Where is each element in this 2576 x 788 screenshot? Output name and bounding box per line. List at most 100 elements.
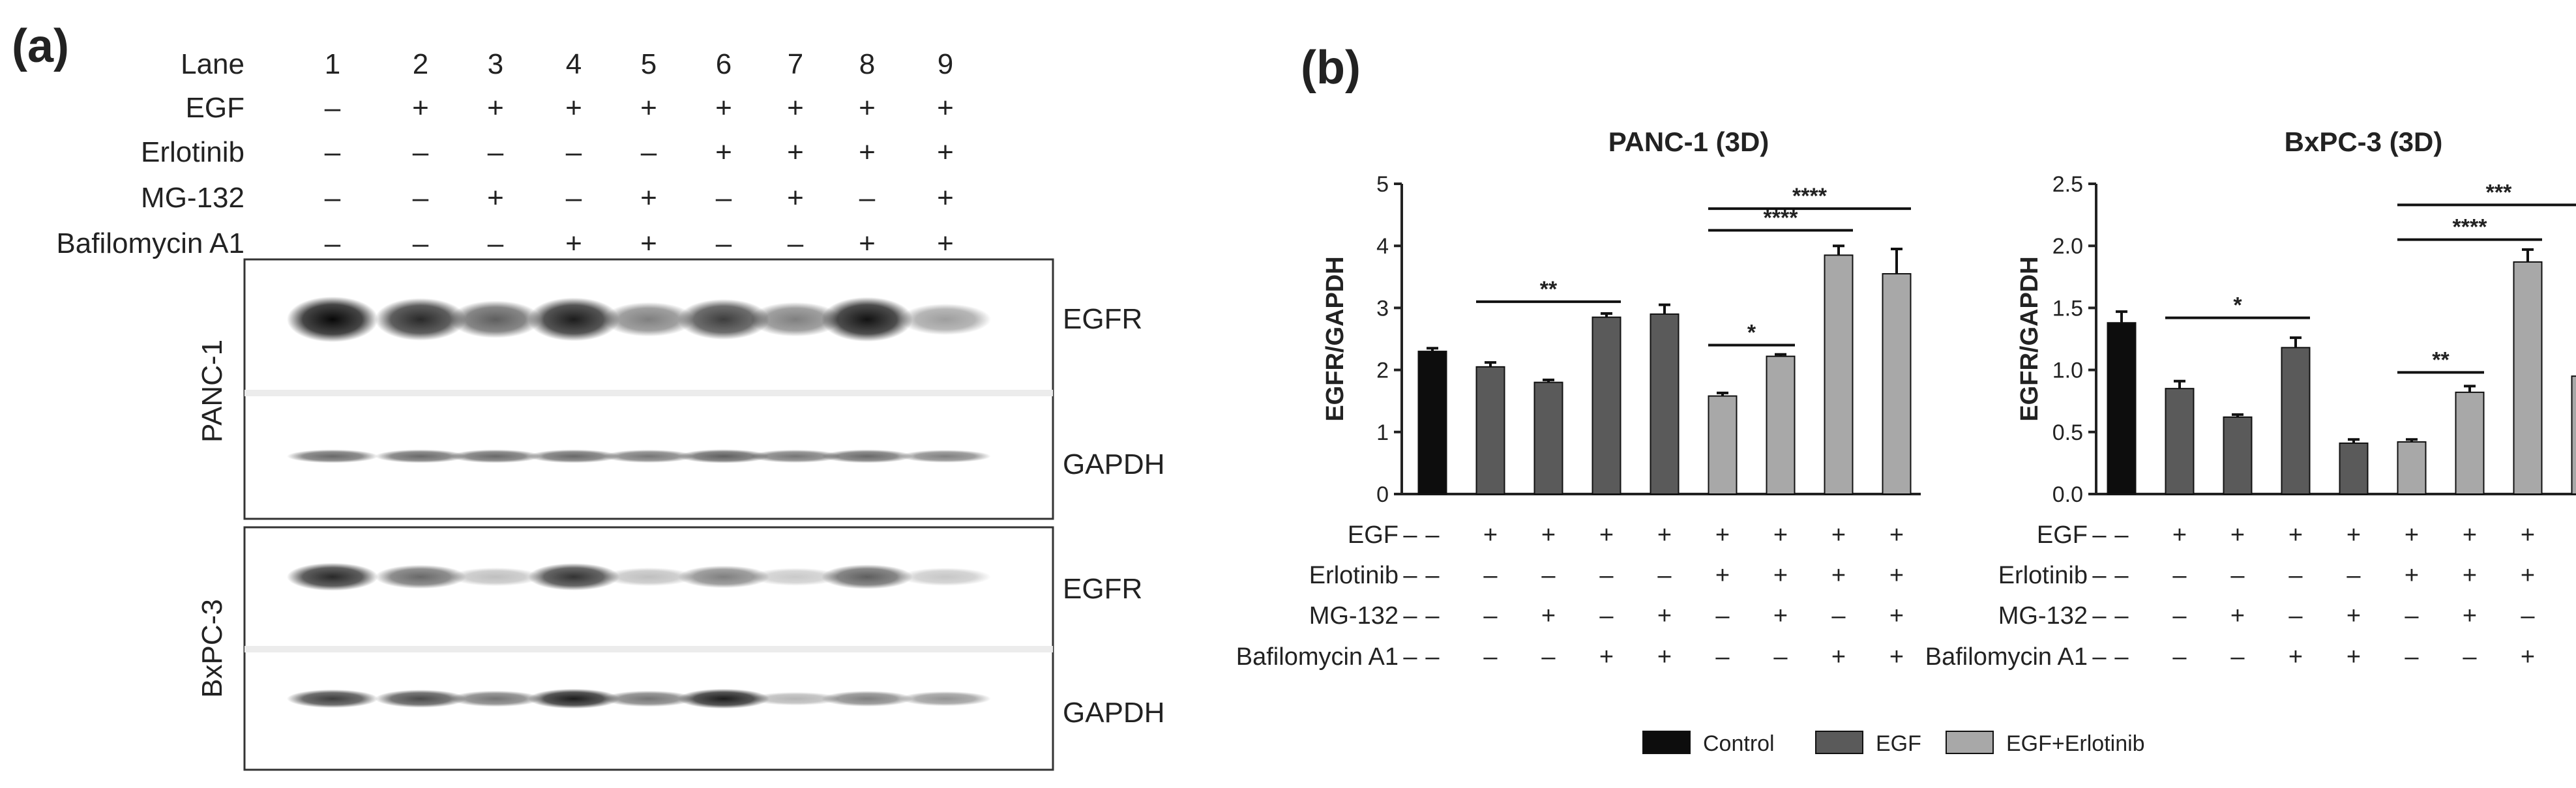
condition-sign: –	[1483, 602, 1498, 630]
condition-sign: –	[2172, 562, 2187, 589]
blot-frame-panc1	[243, 258, 1054, 520]
blot-band	[750, 692, 841, 706]
blot-band	[287, 449, 378, 463]
bar	[2397, 441, 2427, 495]
condition-sign: –	[1657, 562, 1672, 589]
condition-rows-b-panc1: EGF – – + + + + + + + +Erlotinib – – – – – – + + + +MG-132– –…	[1236, 521, 1904, 671]
legend-swatch	[1815, 731, 1863, 754]
condition-sign: –	[2114, 602, 2129, 630]
y-tick-label: 1	[1376, 420, 1389, 445]
condition-sign: +	[2463, 562, 2477, 589]
condition-sign: +	[715, 136, 732, 168]
panel-b-label: (b)	[1301, 42, 1361, 94]
blot-bands	[287, 297, 991, 709]
significance-label: *	[2233, 293, 2242, 318]
condition-dash: –	[2092, 643, 2107, 671]
blot-band	[528, 688, 619, 709]
condition-dash: –	[2092, 562, 2107, 589]
condition-sign: +	[1773, 602, 1788, 630]
condition-sign: +	[640, 182, 657, 214]
condition-sign: –	[2288, 602, 2303, 630]
condition-sign: –	[1425, 562, 1440, 589]
condition-sign: +	[1889, 521, 1904, 549]
blot-band	[603, 449, 694, 463]
bar	[2281, 347, 2311, 495]
y-tick-label: 4	[1376, 234, 1389, 259]
chart-title: BxPC-3 (3D)	[2285, 126, 2443, 157]
condition-dash: –	[1403, 521, 1417, 549]
bar	[2513, 261, 2543, 495]
condition-sign: +	[1483, 521, 1498, 549]
blot-band	[528, 563, 619, 591]
bar	[2223, 416, 2253, 495]
condition-label: Bafilomycin A1	[1925, 643, 2088, 671]
condition-sign: +	[2405, 562, 2419, 589]
condition-label: Erlotinib	[1998, 562, 2088, 589]
condition-sign: +	[2347, 602, 2361, 630]
significance-label: **	[2432, 347, 2450, 372]
condition-sign: +	[487, 92, 504, 124]
condition-sign: +	[640, 92, 657, 124]
panel-a-label: (a)	[12, 20, 69, 72]
condition-sign: –	[325, 182, 341, 214]
protein-label-gapdh-panc1: GAPDH	[1063, 448, 1164, 480]
condition-sign: –	[716, 182, 732, 214]
significance-label: ****	[2453, 215, 2488, 240]
condition-dash: –	[1403, 602, 1417, 630]
condition-sign: –	[2114, 562, 2129, 589]
condition-dash: –	[2092, 602, 2107, 630]
y-axis-label: EGFR/GAPDH	[1322, 256, 1349, 421]
lane-number: 7	[788, 48, 803, 80]
blot-band	[287, 689, 378, 708]
y-tick-label: 0.5	[2052, 420, 2083, 445]
condition-sign: –	[2405, 643, 2419, 671]
blot-band	[750, 568, 841, 586]
condition-sign: –	[1425, 521, 1440, 549]
condition-sign: –	[2347, 562, 2361, 589]
y-tick-label: 2.0	[2052, 234, 2083, 259]
bar	[1824, 254, 1854, 495]
condition-sign: +	[2347, 643, 2361, 671]
y-tick-label: 1.0	[2052, 358, 2083, 383]
condition-label: Bafilomycin A1	[56, 227, 244, 259]
condition-sign: –	[1715, 643, 1730, 671]
condition-sign: –	[2114, 521, 2129, 549]
condition-sign: +	[715, 92, 732, 124]
condition-sign: +	[1599, 521, 1614, 549]
condition-sign: –	[2172, 602, 2187, 630]
lane-number: 1	[325, 48, 340, 80]
condition-sign: +	[1831, 562, 1846, 589]
condition-sign: –	[1541, 562, 1556, 589]
condition-sign: +	[2288, 521, 2303, 549]
condition-sign: –	[1599, 602, 1614, 630]
condition-sign: +	[1657, 643, 1672, 671]
condition-sign: +	[1715, 562, 1730, 589]
cell-line-label-bxpc3: BxPC-3	[196, 599, 228, 698]
condition-sign: –	[1715, 602, 1730, 630]
y-tick-label: 2.5	[2052, 172, 2083, 197]
condition-rows-b-bxpc3: EGF––++++++++Erlotinib––––––++++MG-132––…	[1925, 521, 2536, 671]
blot-band	[822, 449, 913, 463]
blot-band	[287, 562, 378, 591]
condition-sign: –	[2463, 643, 2477, 671]
condition-sign: –	[2521, 602, 2535, 630]
condition-sign: +	[412, 92, 429, 124]
condition-sign: –	[2114, 643, 2129, 671]
condition-label: Erlotinib	[141, 136, 244, 168]
condition-sign: +	[937, 136, 954, 168]
condition-sign: –	[2288, 562, 2303, 589]
legend-entry: Control	[1703, 731, 1775, 756]
blot-band	[678, 449, 769, 463]
blot-band	[375, 449, 466, 463]
condition-sign: –	[325, 227, 341, 259]
y-tick-label: 0	[1376, 482, 1389, 507]
condition-sign: –	[788, 227, 804, 259]
blot-band	[900, 304, 991, 335]
bar	[1708, 395, 1738, 495]
condition-sign: +	[1773, 521, 1788, 549]
condition-sign: +	[565, 227, 582, 259]
blot-band	[603, 567, 694, 587]
condition-sign: –	[1831, 602, 1846, 630]
